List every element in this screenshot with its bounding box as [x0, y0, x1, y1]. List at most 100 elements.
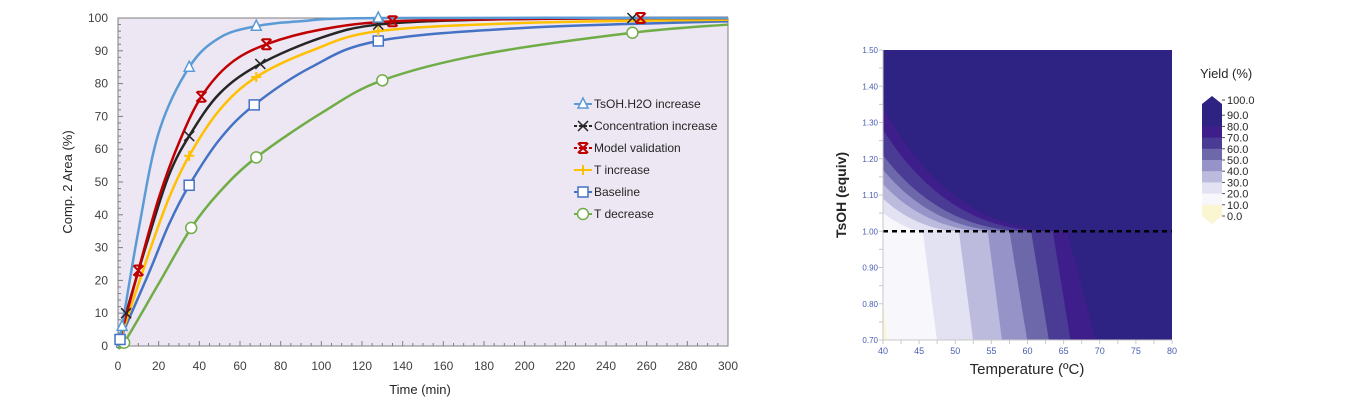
y-tick-label: 10	[95, 306, 109, 320]
plus-marker	[578, 165, 588, 175]
legend-item: Model validation	[574, 141, 681, 155]
data-point	[183, 179, 195, 192]
colorbar-band	[1202, 204, 1222, 217]
x-tick-label: 0	[115, 359, 122, 373]
colorbar-label: 70.0	[1227, 133, 1248, 145]
colorbar-label: 100.0	[1227, 95, 1255, 107]
data-point	[184, 150, 195, 161]
legend-item: T decrease	[574, 207, 654, 221]
data-point	[195, 90, 208, 103]
colorbar-band	[1202, 171, 1222, 183]
y-tick-label: 0.80	[862, 300, 878, 309]
data-point	[183, 130, 195, 142]
x-tick-label: 80	[1167, 346, 1177, 356]
x-tick-label: 60	[1022, 346, 1032, 356]
legend-label: Model validation	[594, 141, 681, 155]
y-tick-labels: 0.70 0.80 0.90 1.00 1.10 1.20 1.30 1.40 1.50	[862, 46, 878, 345]
circle-marker	[250, 151, 263, 164]
axes	[879, 49, 1173, 344]
legend-item: T increase	[574, 163, 650, 177]
legend-marker	[576, 207, 590, 221]
legend-item: Baseline	[574, 185, 640, 199]
contour-region	[883, 213, 937, 340]
x-tick-label: 200	[515, 359, 535, 373]
x-tick-label: 180	[474, 359, 494, 373]
x-tick-label: 70	[1095, 346, 1105, 356]
y-tick-label: 40	[95, 208, 109, 222]
series-line	[115, 20, 729, 349]
data-point	[114, 333, 126, 346]
circle-marker	[626, 26, 639, 40]
x-marker	[577, 120, 589, 132]
x-tick-label: 75	[1131, 346, 1141, 356]
data-point	[376, 74, 389, 87]
plus-marker	[373, 26, 384, 37]
x-marker	[254, 58, 266, 70]
colorbar-band	[1202, 104, 1222, 116]
y-tick-label: 50	[95, 175, 109, 189]
asterisk-marker	[386, 15, 399, 28]
triangle-marker	[115, 318, 129, 332]
legend-marker	[578, 165, 588, 175]
y-axis-label: TsOH (equiv)	[833, 152, 849, 238]
y-tick-label: 0.70	[862, 336, 878, 345]
data-point	[372, 35, 385, 47]
data-point	[115, 318, 129, 332]
triangle-marker	[182, 59, 196, 72]
legend-item: Concentration increase	[574, 119, 718, 133]
data-point	[634, 12, 647, 24]
series-line	[116, 23, 729, 350]
y-tick-label: 1.30	[862, 119, 878, 128]
y-tick-label: 20	[95, 273, 109, 287]
data-point	[373, 26, 384, 37]
y-tick-label: 70	[95, 109, 109, 123]
x-tick-label: 160	[433, 359, 453, 373]
colorbar-label: 80.0	[1227, 121, 1248, 133]
colorbar-label: 10.0	[1227, 200, 1248, 212]
colorbar-band	[1202, 160, 1222, 172]
y-tick-label: 1.40	[862, 82, 878, 91]
data-point	[386, 15, 399, 28]
x-tick-label: 120	[352, 359, 372, 373]
y-tick-labels: 0 10 20 30 40 50 60 70 80 90 100	[88, 11, 108, 353]
colorbar-band	[1202, 115, 1222, 127]
series-line	[116, 16, 729, 347]
x-tick-label: 55	[986, 346, 996, 356]
triangle-marker	[250, 18, 263, 31]
y-tick-label: 1.50	[862, 46, 878, 55]
colorbar: 100.0 90.080.070.060.050.040.030.020.010.…	[1202, 95, 1255, 224]
legend-label: T increase	[594, 163, 650, 177]
y-tick-label: 0.90	[862, 264, 878, 273]
x-tick-label: 50	[950, 346, 960, 356]
colorbar-band	[1202, 182, 1222, 195]
x-tick-labels: 40 45 50 55 60 65 70 75 80	[878, 346, 1177, 356]
x-tick-label: 80	[274, 359, 288, 373]
colorbar-top-arrow	[1202, 96, 1222, 104]
x-tick-label: 65	[1059, 346, 1069, 356]
colorbar-label: 50.0	[1227, 155, 1248, 167]
plus-marker	[251, 72, 262, 83]
x-tick-label: 140	[393, 359, 413, 373]
y-tick-label: 90	[95, 44, 109, 58]
y-tick-label: 30	[95, 241, 109, 255]
y-tick-label: 1.10	[862, 191, 878, 200]
asterisk-marker	[132, 264, 145, 277]
series-markers	[114, 10, 647, 349]
x-axis-label: Time (min)	[389, 382, 451, 397]
colorbar-title: Yield (%)	[1200, 66, 1252, 81]
square-marker	[372, 35, 385, 47]
colorbar-label: 60.0	[1227, 144, 1248, 156]
data-point	[132, 264, 145, 277]
circle-marker	[576, 207, 590, 221]
data-point	[626, 12, 638, 24]
data-point	[626, 26, 639, 40]
asterisk-marker	[195, 90, 208, 103]
x-marker	[183, 130, 195, 142]
x-axis-label: Temperature (ºC)	[970, 361, 1085, 378]
x-tick-label: 45	[914, 346, 924, 356]
data-point	[248, 99, 260, 111]
data-point	[372, 10, 385, 23]
colorbar-label: 30.0	[1227, 177, 1248, 189]
square-marker	[114, 333, 126, 346]
legend: TsOH.H2O increase Concentration increase M…	[574, 96, 718, 221]
